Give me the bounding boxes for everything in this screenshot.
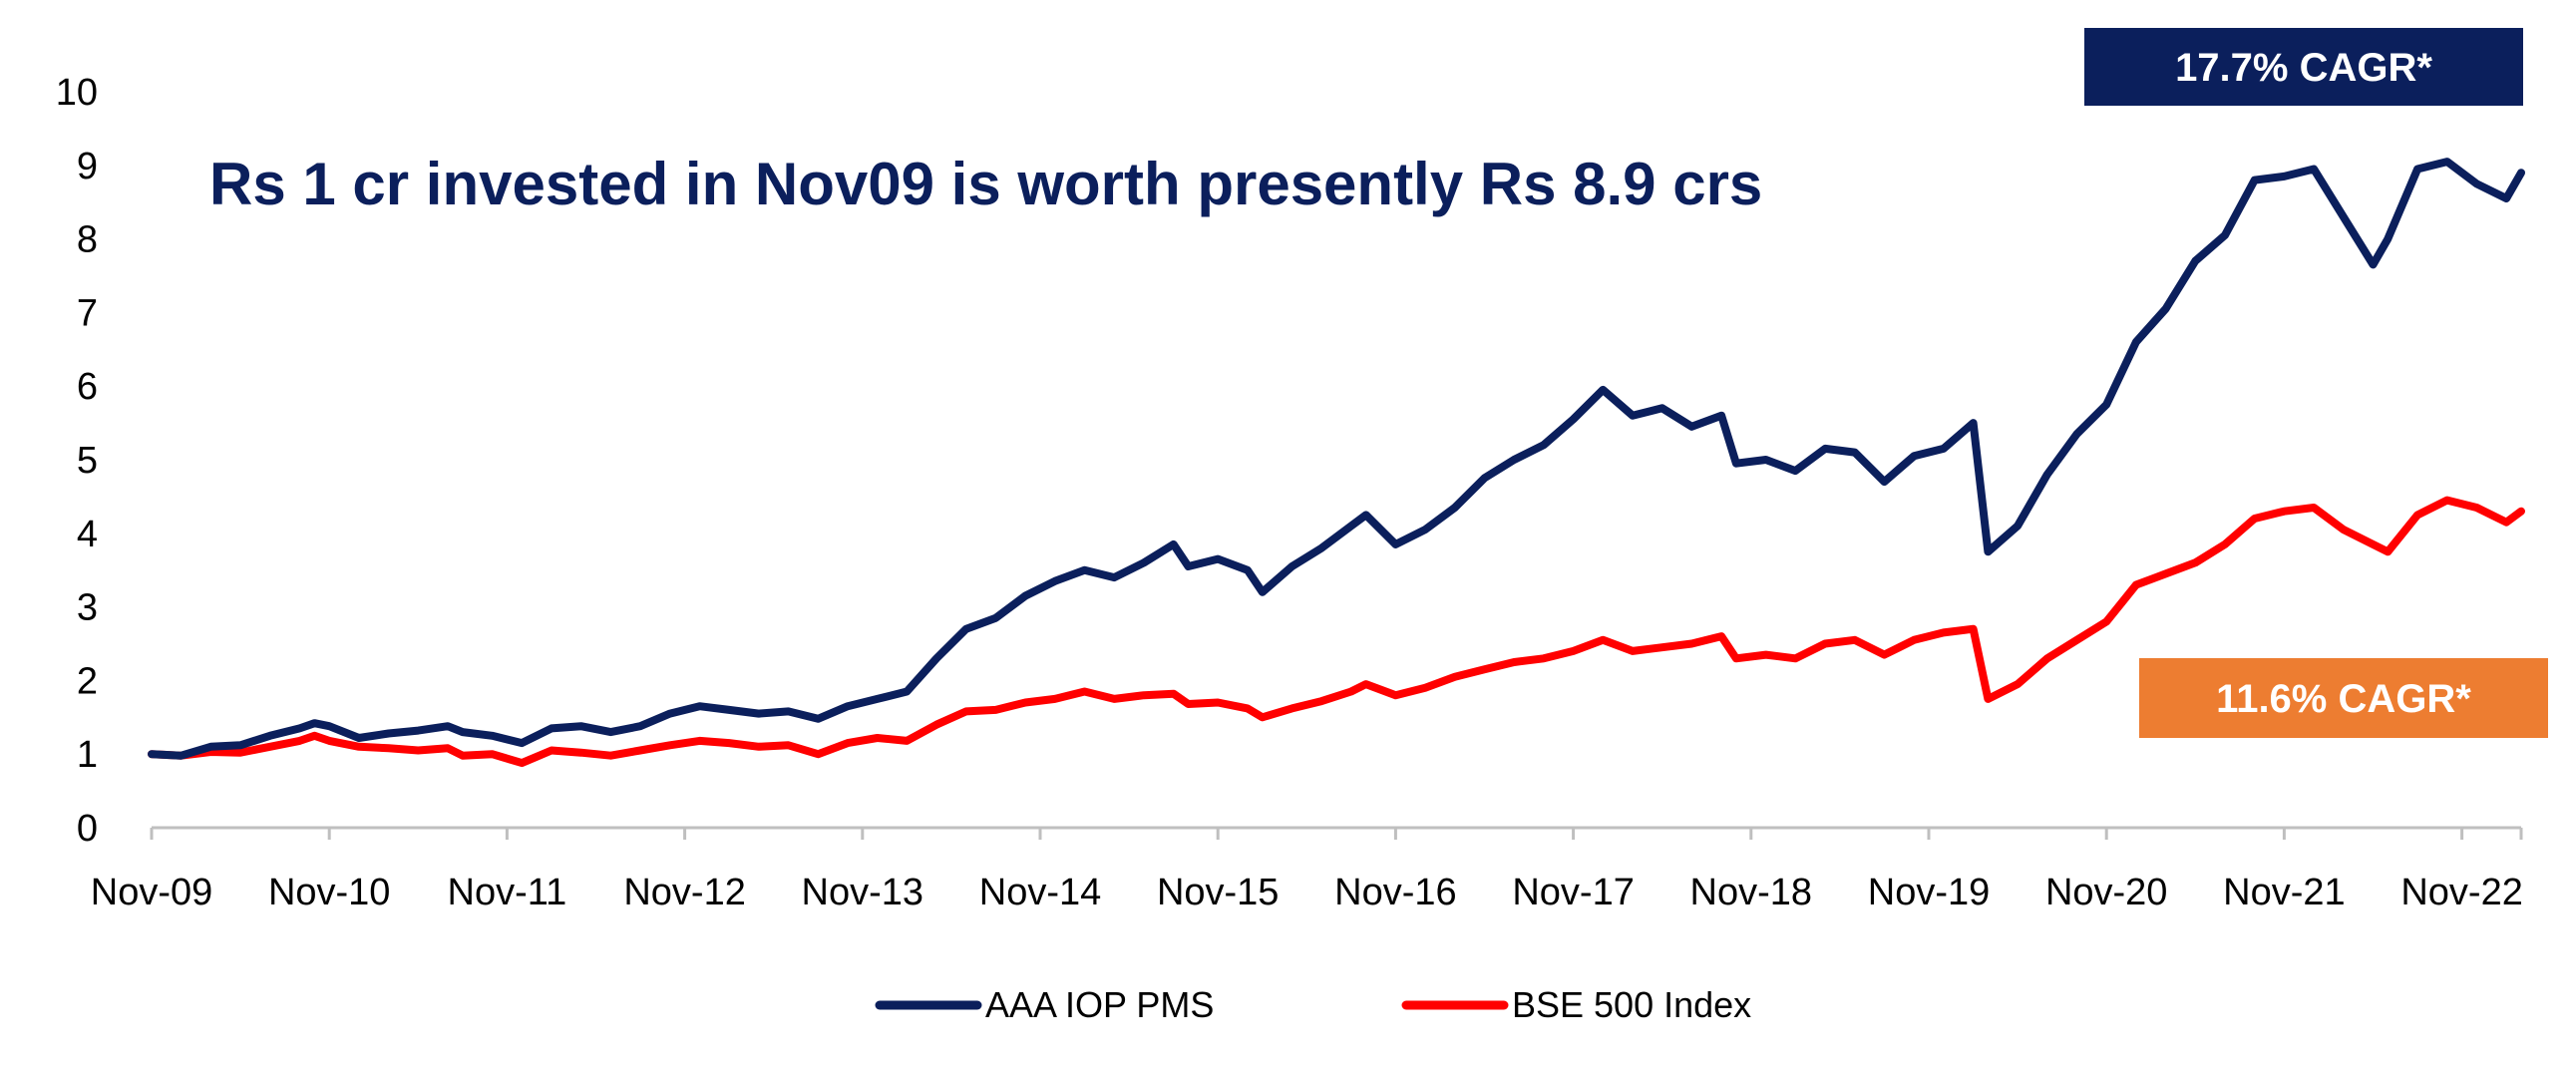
x-tick-label: Nov-17 [1512,872,1635,913]
x-tick-label: Nov-15 [1157,872,1280,913]
y-tick-label: 4 [77,514,98,555]
x-axis: Nov-09 Nov-10 Nov-11 Nov-12 Nov-13 Nov-14 Nov-… [91,826,2523,913]
x-tick-label: Nov-21 [2223,872,2346,913]
legend-label-aaa-iop-pms: AAA IOP PMS [985,984,1214,1025]
x-tick-label: Nov-10 [268,872,391,913]
cagr-badge-pms [2084,28,2523,106]
series-line-bse-500-index [148,496,2525,768]
cagr-badge-pms-label: 17.7% CAGR* [2175,46,2432,90]
y-tick-label: 10 [56,72,98,114]
y-tick-label: 2 [77,660,98,702]
y-tick-label: 0 [77,808,98,850]
x-tick-label: Nov-13 [802,872,924,913]
cagr-badge-bse500-label: 11.6% CAGR* [2216,677,2471,721]
y-tick-label: 3 [77,587,98,629]
x-tick-label: Nov-16 [1334,872,1457,913]
x-tick-label: Nov-11 [448,872,567,913]
y-tick-label: 8 [77,219,98,261]
x-tick-label: Nov-22 [2400,872,2523,913]
y-tick-label: 6 [77,366,98,408]
x-tick-label: Nov-18 [1690,872,1813,913]
x-tick-label: Nov-12 [623,872,746,913]
y-axis: 0 1 2 3 4 5 6 7 8 9 10 [56,72,98,850]
x-tick-label: Nov-09 [91,872,213,913]
x-tick-label: Nov-14 [979,872,1102,913]
series-layer [148,158,2525,768]
legend: AAA IOP PMS BSE 500 Index [875,984,1751,1025]
x-tick-label: Nov-20 [2045,872,2168,913]
series-line-aaa-iop-pms [148,158,2525,760]
legend-label-bse-500-index: BSE 500 Index [1512,984,1751,1025]
cagr-badge-bse500 [2139,658,2548,738]
y-tick-label: 7 [77,292,98,334]
x-tick-label: Nov-19 [1868,872,1991,913]
y-tick-label: 9 [77,146,98,187]
y-tick-label: 5 [77,440,98,482]
chart-title: Rs 1 cr invested in Nov09 is worth prese… [209,151,1762,217]
y-tick-label: 1 [77,734,98,776]
